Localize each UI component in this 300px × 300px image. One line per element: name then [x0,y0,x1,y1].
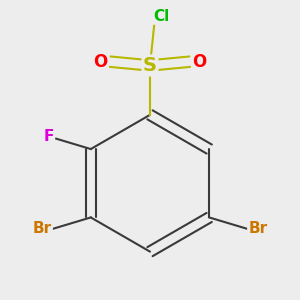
Text: O: O [192,53,206,71]
Text: Br: Br [248,221,267,236]
Text: Cl: Cl [153,9,170,24]
Text: O: O [94,53,108,71]
Text: Br: Br [33,221,52,236]
Text: S: S [143,56,157,75]
Text: F: F [44,129,54,144]
